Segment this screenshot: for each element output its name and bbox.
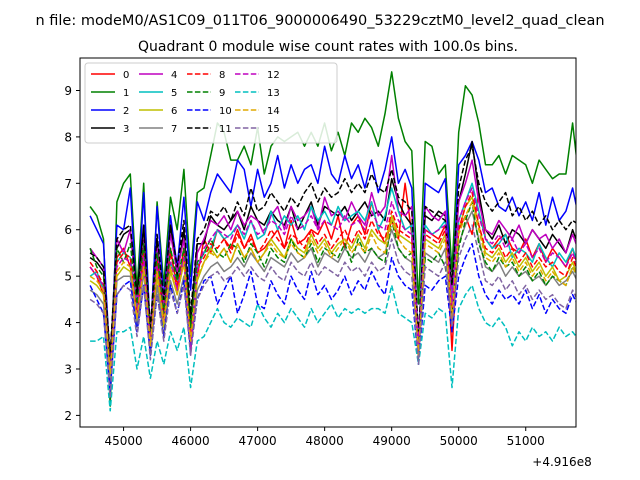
- legend-frame: [84, 62, 338, 144]
- y-tick-label: 9: [64, 84, 72, 98]
- x-tick-label: 45000: [104, 434, 142, 448]
- legend-label-9: 9: [219, 88, 225, 99]
- legend-label-12: 12: [267, 70, 280, 81]
- x-tick-label: 50000: [440, 434, 478, 448]
- y-tick-label: 6: [64, 223, 72, 237]
- x-tick-label: 48000: [306, 434, 344, 448]
- y-tick-label: 8: [64, 130, 72, 144]
- series-line-15: [89, 224, 576, 398]
- legend-label-6: 6: [171, 106, 177, 117]
- legend-label-15: 15: [267, 124, 280, 135]
- legend-label-4: 4: [171, 70, 177, 81]
- y-tick-label: 2: [64, 409, 72, 423]
- series-line-4: [89, 154, 576, 361]
- chart-title: Quadrant 0 module wise count rates with …: [138, 39, 518, 55]
- legend-label-10: 10: [219, 106, 232, 117]
- y-tick-label: 3: [64, 362, 72, 376]
- series-layer: [89, 71, 576, 412]
- legend-label-3: 3: [123, 124, 129, 135]
- series-line-11: [89, 145, 576, 356]
- series-line-2: [89, 136, 576, 366]
- x-offset-text: +4.916e8: [532, 455, 591, 469]
- legend-label-2: 2: [123, 106, 129, 117]
- y-tick-label: 4: [64, 316, 72, 330]
- series-line-14: [89, 201, 576, 375]
- x-tick-label: 49000: [373, 434, 411, 448]
- x-axis: 45000 46000 47000 48000 49000 50000 51000: [104, 427, 545, 448]
- series-line-13: [90, 284, 576, 412]
- x-tick-label: 46000: [172, 434, 210, 448]
- x-tick-label: 51000: [507, 434, 545, 448]
- series-line-12: [89, 187, 576, 370]
- plot-area-frame: [79, 57, 577, 428]
- legend-label-7: 7: [171, 124, 177, 135]
- figure-supertitle: n file: modeM0/AS1C09_011T06_9000006490_…: [35, 13, 604, 29]
- y-axis: 2 3 4 5 6 7 8 9: [64, 84, 80, 423]
- legend-label-13: 13: [267, 88, 280, 99]
- series-line-9: [89, 201, 576, 361]
- y-tick-label: 5: [64, 270, 72, 284]
- legend-label-11: 11: [219, 124, 232, 135]
- series-line-7: [89, 210, 576, 389]
- y-tick-label: 7: [64, 177, 72, 191]
- x-tick-label: 47000: [239, 434, 277, 448]
- legend-label-0: 0: [123, 70, 129, 81]
- series-line-6: [89, 196, 576, 380]
- legend-label-1: 1: [123, 88, 129, 99]
- legend-label-5: 5: [171, 88, 177, 99]
- series-line-8: [89, 191, 576, 366]
- series-line-1: [89, 71, 576, 407]
- legend-label-8: 8: [219, 70, 225, 81]
- legend-label-14: 14: [267, 106, 280, 117]
